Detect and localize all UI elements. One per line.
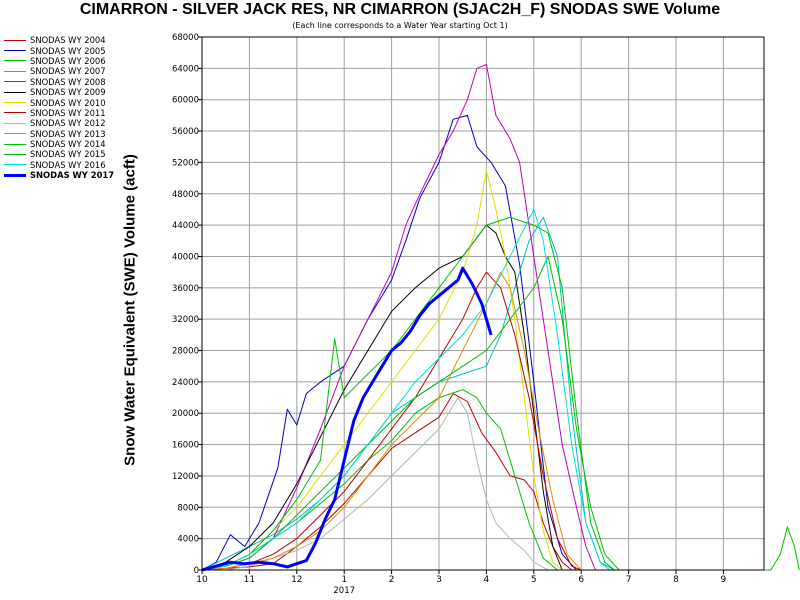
legend-swatch xyxy=(4,91,26,93)
legend-item: SNODAS WY 2007 xyxy=(4,66,114,76)
y-tick-label: 24000 xyxy=(172,378,199,388)
legend-label: SNODAS WY 2015 xyxy=(30,149,106,160)
x-tick-label: 6 xyxy=(578,575,584,585)
legend-swatch xyxy=(4,70,26,72)
legend-item: SNODAS WY 2014 xyxy=(4,139,114,149)
x-tick-label: 1 xyxy=(341,575,347,585)
series-line-snodas-wy-2008 xyxy=(201,63,596,571)
y-tick-label: 36000 xyxy=(172,284,199,294)
legend-label: SNODAS WY 2017 xyxy=(30,170,115,181)
plot-border xyxy=(201,36,765,571)
legend-item: SNODAS WY 2009 xyxy=(4,87,114,97)
legend-label: SNODAS WY 2005 xyxy=(30,45,106,56)
legend-swatch xyxy=(4,81,26,83)
legend-label: SNODAS WY 2012 xyxy=(30,118,106,129)
chart-subtitle: (Each line corresponds to a Water Year s… xyxy=(292,21,508,30)
legend-label: SNODAS WY 2009 xyxy=(30,87,106,98)
series-line-snodas-wy-2013 xyxy=(201,271,582,571)
legend-swatch xyxy=(4,173,26,177)
legend-label: SNODAS WY 2010 xyxy=(30,97,106,108)
series-line-snodas-wy-2016 xyxy=(201,208,610,571)
legend-item: SNODAS WY 2005 xyxy=(4,45,114,56)
legend-swatch xyxy=(4,133,26,135)
legend-item: SNODAS WY 2010 xyxy=(4,97,114,108)
x-tick-label: 2 xyxy=(389,575,395,585)
legend: SNODAS WY 2004 SNODAS WY 2005 SNODAS WY 20… xyxy=(4,35,114,180)
legend-item: SNODAS WY 2011 xyxy=(4,108,114,118)
legend-item: SNODAS WY 2008 xyxy=(4,77,114,87)
legend-swatch xyxy=(4,143,26,145)
legend-item: SNODAS WY 2004 xyxy=(4,35,114,45)
legend-label: SNODAS WY 2014 xyxy=(30,139,106,150)
legend-item: SNODAS WY 2013 xyxy=(4,129,114,139)
series-line-snodas-wy-2014 xyxy=(201,216,615,571)
legend-swatch xyxy=(4,112,26,114)
legend-swatch xyxy=(4,39,26,41)
x-tick-label: 4 xyxy=(484,575,490,585)
legend-label: SNODAS WY 2006 xyxy=(30,55,106,66)
y-tick-label: 0 xyxy=(194,566,199,576)
legend-label: SNODAS WY 2011 xyxy=(30,107,106,118)
y-tick-label: 12000 xyxy=(172,472,199,482)
y-tick-label: 52000 xyxy=(172,158,199,168)
series-line-snodas-wy-2012 xyxy=(202,397,549,571)
series-line-snodas-wy-2010 xyxy=(201,169,563,571)
y-tick-label: 28000 xyxy=(172,347,199,357)
x-tick-label: 3 xyxy=(436,575,442,585)
y-tick-label: 20000 xyxy=(172,409,199,419)
y-tick-label: 48000 xyxy=(172,190,199,200)
x-tick-label: 11 xyxy=(244,575,255,585)
legend-item: SNODAS WY 2012 xyxy=(4,118,114,128)
legend-swatch xyxy=(4,60,26,62)
legend-label: SNODAS WY 2016 xyxy=(30,159,106,170)
y-axis: 0 4000 8000 12000 16000 20000 24000 28000 32000 3… xyxy=(172,33,202,576)
legend-item: SNODAS WY 2017 xyxy=(4,170,114,180)
chart-title: CIMARRON - SILVER JACK RES, NR CIMARRON … xyxy=(79,1,721,18)
y-tick-label: 56000 xyxy=(172,127,199,137)
y-tick-label: 64000 xyxy=(172,64,199,74)
legend-swatch xyxy=(4,153,26,155)
x-tick-label: 12 xyxy=(291,575,302,585)
y-tick-label: 8000 xyxy=(177,503,199,513)
legend-item: SNODAS WY 2015 xyxy=(4,149,114,159)
x-year-label: 2017 xyxy=(333,586,355,596)
x-tick-label: 9 xyxy=(721,575,727,585)
legend-item: SNODAS WY 2006 xyxy=(4,56,114,66)
legend-swatch xyxy=(4,102,26,104)
x-tick-label: 5 xyxy=(531,575,537,585)
legend-label: SNODAS WY 2013 xyxy=(30,128,106,139)
y-tick-label: 40000 xyxy=(172,252,199,262)
legend-item: SNODAS WY 2016 xyxy=(4,160,114,170)
legend-swatch xyxy=(4,122,26,124)
x-tick-label: 10 xyxy=(196,575,208,585)
legend-label: SNODAS WY 2008 xyxy=(30,76,106,87)
series-line-snodas-wy-2005 xyxy=(201,114,577,571)
legend-swatch xyxy=(4,50,26,52)
legend-label: SNODAS WY 2004 xyxy=(30,35,106,46)
y-tick-label: 32000 xyxy=(172,315,199,325)
y-tick-label: 60000 xyxy=(172,96,199,106)
y-tick-label: 4000 xyxy=(177,535,199,545)
legend-swatch xyxy=(4,164,26,166)
x-tick-label: 7 xyxy=(626,575,632,585)
y-tick-label: 68000 xyxy=(172,33,199,43)
x-tick-label: 8 xyxy=(673,575,679,585)
y-tick-label: 16000 xyxy=(172,441,199,451)
y-tick-label: 44000 xyxy=(172,221,199,231)
series-line-snodas-wy-2017 xyxy=(201,266,493,572)
series-line-snodas-wy-2004 xyxy=(201,393,573,571)
legend-label: SNODAS WY 2007 xyxy=(30,66,106,77)
